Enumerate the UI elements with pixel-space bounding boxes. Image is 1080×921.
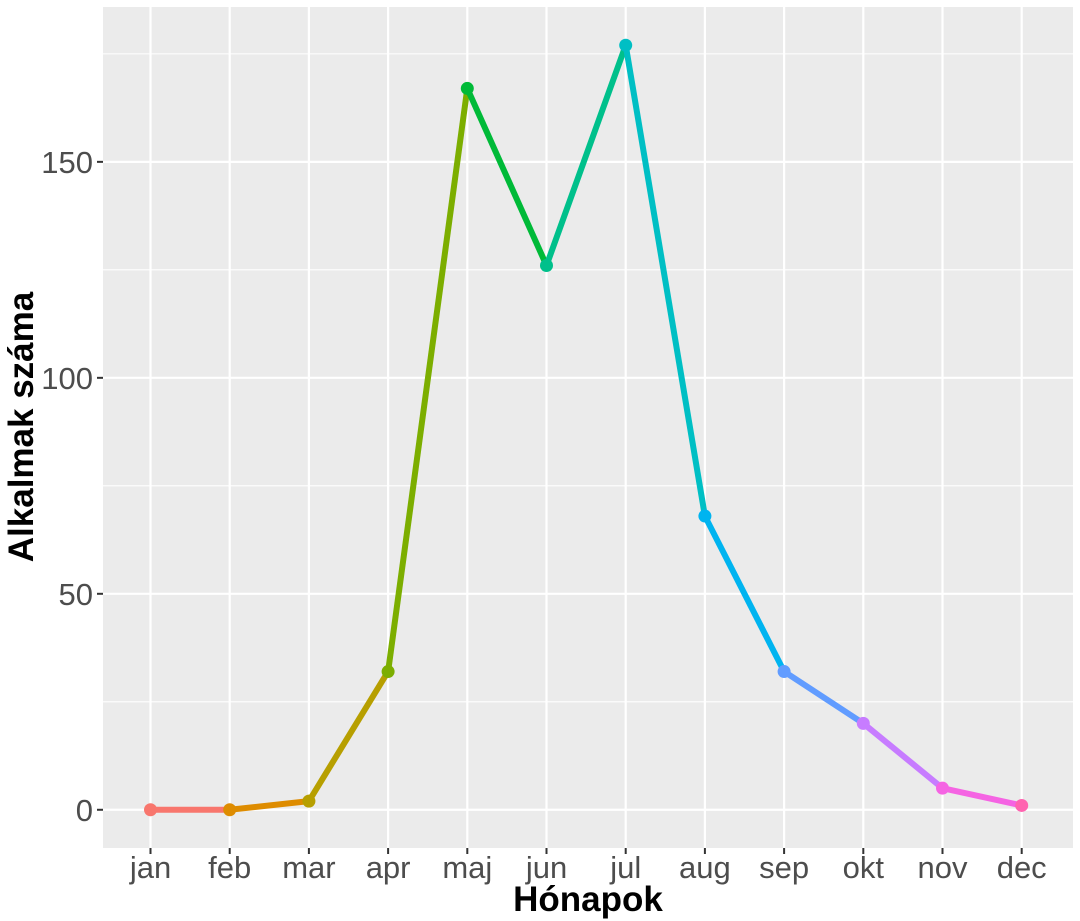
data-point bbox=[619, 38, 633, 52]
line-segment bbox=[229, 798, 310, 813]
x-tick-label: jan bbox=[129, 850, 171, 885]
line-segment bbox=[464, 87, 550, 267]
x-tick-label: aug bbox=[679, 850, 731, 885]
y-tick-label: 50 bbox=[59, 577, 93, 612]
line-segment bbox=[543, 44, 629, 267]
data-point bbox=[223, 803, 237, 817]
x-axis-title: Hónapok bbox=[513, 880, 663, 919]
y-tick-label: 100 bbox=[41, 361, 93, 396]
x-tick-label: jun bbox=[525, 850, 567, 885]
x-axis-ticks: jan feb mar apr maj jun jul aug sep okt nov dec bbox=[129, 848, 1047, 885]
data-point bbox=[856, 716, 870, 730]
x-tick-label: mar bbox=[282, 850, 335, 885]
line-segment bbox=[861, 721, 945, 791]
series-line-segments bbox=[150, 44, 1023, 813]
x-tick-label: jul bbox=[609, 850, 641, 885]
line-segment bbox=[385, 88, 471, 672]
data-point bbox=[777, 665, 791, 679]
data-point bbox=[698, 509, 712, 523]
data-point bbox=[1015, 798, 1029, 812]
x-tick-label: feb bbox=[208, 850, 251, 885]
x-tick-label: dec bbox=[997, 850, 1047, 885]
plot-panel bbox=[103, 7, 1073, 848]
minor-gridlines bbox=[103, 53, 1073, 703]
line-segment bbox=[622, 44, 708, 517]
data-point bbox=[381, 665, 395, 679]
y-axis-title: Alkalmak száma bbox=[2, 291, 41, 562]
data-point bbox=[302, 794, 316, 808]
x-tick-label: sep bbox=[759, 850, 809, 885]
y-axis-ticks: 0 50 100 150 bbox=[41, 145, 103, 828]
major-gridlines bbox=[103, 7, 1073, 848]
data-point bbox=[540, 259, 553, 273]
data-point bbox=[460, 81, 474, 95]
data-point bbox=[144, 803, 157, 817]
line-segment bbox=[941, 785, 1023, 809]
line-segment bbox=[702, 514, 787, 673]
x-tick-label: apr bbox=[366, 850, 411, 885]
line-segment bbox=[782, 669, 865, 726]
x-tick-label: nov bbox=[918, 850, 968, 885]
x-tick-label: maj bbox=[442, 850, 492, 885]
data-point bbox=[936, 781, 949, 795]
data-points bbox=[144, 38, 1029, 817]
y-tick-label: 0 bbox=[76, 793, 93, 828]
y-tick-label: 150 bbox=[41, 145, 93, 180]
x-tick-label: okt bbox=[843, 850, 885, 885]
line-segment bbox=[306, 669, 391, 803]
